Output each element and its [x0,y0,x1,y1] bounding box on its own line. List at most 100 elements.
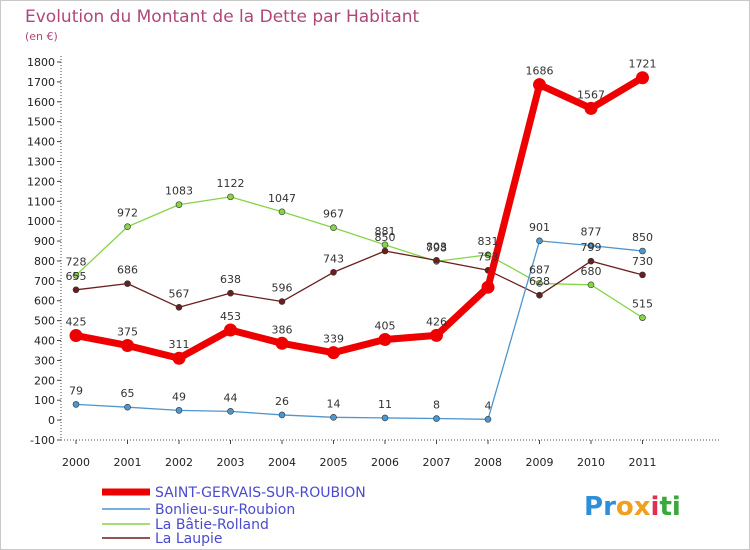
chart-subtitle: (en €) [25,30,58,43]
y-tick-label: 1700 [27,76,55,89]
data-label: 638 [220,273,241,286]
x-tick-label: 2006 [371,456,399,469]
legend-label: La Laupie [155,531,222,547]
x-tick-label: 2011 [629,456,657,469]
y-tick-label: 0 [48,414,55,427]
x-tick-label: 2002 [165,456,193,469]
data-point [378,333,392,347]
data-label: 730 [632,255,653,268]
chart-title: Evolution du Montant de la Dette par Hab… [25,7,420,27]
x-tick-label: 2001 [114,456,142,469]
series-line-0 [72,74,646,362]
data-point [381,247,389,255]
x-tick-label: 2005 [320,456,348,469]
data-point [72,401,80,408]
data-label: 967 [323,208,344,221]
data-label: 743 [323,252,344,265]
data-label: 728 [66,255,87,268]
axes: -100 0 100 200 300 400 500 600 700 800 900 1000 1100… [27,56,720,469]
data-point [484,251,492,259]
y-tick-label: 1000 [27,215,55,228]
y-tick-label: 900 [34,235,55,248]
data-point [533,78,546,92]
data-point [430,328,443,342]
data-point [381,414,389,422]
data-label: 628 [529,275,550,288]
data-point [224,323,237,337]
data-point [175,201,183,208]
y-tick-label: 1300 [27,155,55,168]
data-label: 753 [478,250,499,263]
y-tick-label: 700 [34,275,55,288]
data-point [227,408,234,415]
data-point [639,271,646,279]
x-tick-label: 2000 [62,456,90,469]
data-label: 405 [375,320,396,333]
y-tick-label: 200 [34,374,55,387]
y-tick-label: 400 [34,335,55,348]
data-point [330,224,337,232]
data-label: 26 [275,395,289,408]
brand-letter: o [616,492,634,522]
series-line-3 [75,250,644,308]
data-label: 386 [272,323,293,336]
data-label: 375 [117,326,138,339]
y-tick-label: 1400 [27,136,55,149]
data-label: 850 [375,231,396,244]
series-line-1 [75,240,644,420]
data-point [636,71,649,85]
y-tick-label: 1200 [27,175,55,188]
data-label: 79 [69,384,83,397]
data-label: 1721 [629,58,657,71]
data-point [172,351,186,365]
data-point [72,286,80,294]
data-point [227,289,234,297]
data-point [69,329,83,343]
data-label: 4 [485,399,492,412]
data-point [121,339,134,352]
data-label: 850 [632,231,653,244]
data-point [278,208,286,216]
brand-letter: r [603,492,616,522]
data-label: 1047 [268,192,296,205]
data-label: 453 [220,310,241,323]
data-label: 515 [632,298,653,311]
data-label: 1686 [526,65,554,78]
data-label: 799 [581,241,602,254]
x-tick-label: 2009 [526,456,554,469]
data-point [327,346,340,360]
data-point [175,407,183,414]
data-label: 655 [66,270,87,283]
data-label: 798 [426,241,447,254]
data-point [536,280,543,287]
data-point [227,193,234,201]
data-point [275,336,289,350]
x-tick-label: 2003 [217,456,245,469]
y-tick-label: 1800 [27,56,55,69]
data-point [639,314,646,321]
data-point [433,415,440,422]
y-tick-label: -100 [30,434,55,447]
data-point [433,257,440,264]
data-point [584,101,598,115]
data-label: 311 [169,338,190,351]
data-point [587,242,595,249]
data-label: 65 [121,387,135,400]
data-label: 426 [426,315,447,328]
y-tick-label: 300 [34,354,55,367]
x-tick-label: 2004 [268,456,296,469]
data-point [536,237,543,245]
data-point [536,291,543,299]
data-label: 14 [327,397,341,410]
data-label: 8 [433,399,440,412]
data-point [124,403,131,411]
data-label: 596 [272,282,293,295]
y-tick-label: 1500 [27,116,55,129]
data-point [481,280,495,294]
series-layer [69,71,649,423]
legend: SAINT-GERVAIS-SUR-ROUBIONBonlieu-sur-Rou… [102,485,366,547]
x-tick-label: 2007 [423,456,451,469]
brand-letter: i [672,492,681,522]
